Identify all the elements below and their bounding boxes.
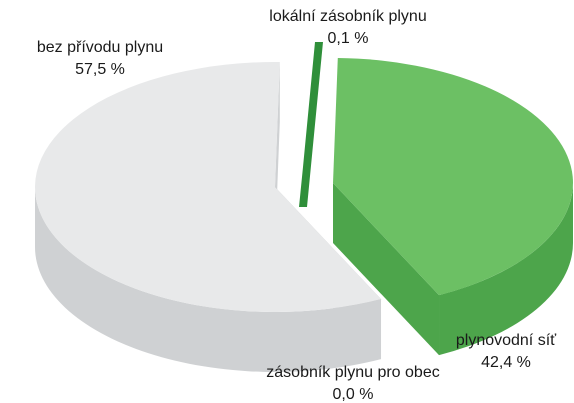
slice-plynovodni-side — [439, 183, 573, 356]
slice-plynovodni-sit — [333, 58, 574, 296]
label-lokalni-name: lokální zásobník plynu — [269, 8, 427, 25]
label-zasobnik-name: zásobník plynu pro obec — [266, 364, 440, 381]
label-zasobnik-pro-obec: zásobník plynu pro obec 0,0 % — [228, 362, 478, 403]
slice-plynovodni-radial-face — [333, 183, 440, 356]
slice-bez-privodu — [35, 62, 382, 312]
label-lokalni-value: 0,1 % — [327, 30, 369, 47]
slice-bez-privodu-side — [35, 187, 382, 372]
label-plynovodni-name: plynovodní síť — [455, 332, 557, 349]
slice-lokalni-zasobnik — [299, 42, 323, 207]
label-bez-privodu-name: bez přívodu plynu — [36, 39, 164, 56]
label-plynovodni-sit: plynovodní síť 42,4 % — [436, 330, 574, 374]
label-zasobnik-value: 0,0 % — [332, 386, 374, 403]
label-plynovodni-value: 42,4 % — [481, 354, 531, 371]
label-bez-privodu-value: 57,5 % — [75, 61, 125, 78]
label-bez-privodu-plynu: bez přívodu plynu 57,5 % — [10, 37, 190, 81]
label-lokalni-zasobnik: lokální zásobník plynu 0,1 % — [228, 6, 468, 50]
